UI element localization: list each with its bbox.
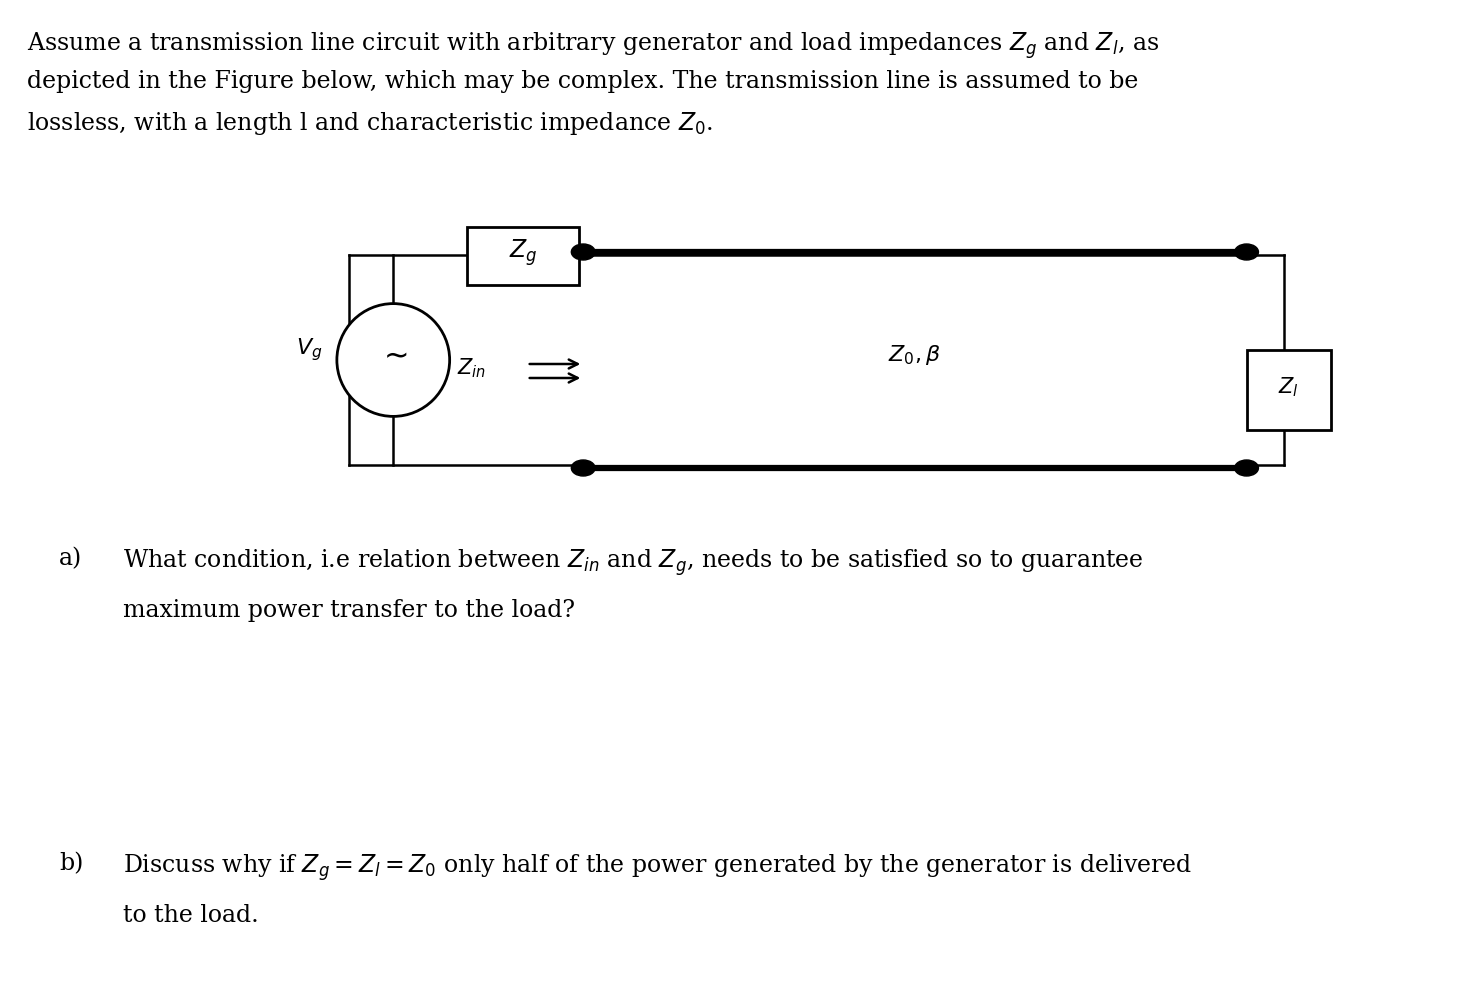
FancyBboxPatch shape [1247,350,1331,430]
Text: $V_g$: $V_g$ [295,337,322,363]
Text: $Z_g$: $Z_g$ [509,238,537,268]
Text: $Z_{in}$: $Z_{in}$ [457,356,487,380]
Text: $\sim$: $\sim$ [378,340,408,369]
Text: a): a) [59,547,83,570]
Text: maximum power transfer to the load?: maximum power transfer to the load? [123,599,576,622]
Text: What condition, i.e relation between $Z_{in}$ and $Z_g$, needs to be satisfied s: What condition, i.e relation between $Z_… [123,547,1144,578]
Circle shape [1235,244,1258,260]
Circle shape [1235,460,1258,476]
Circle shape [571,460,595,476]
Ellipse shape [337,304,450,416]
Text: $Z_l$: $Z_l$ [1279,375,1298,399]
Circle shape [571,244,595,260]
Text: lossless, with a length l and characteristic impedance $Z_0$.: lossless, with a length l and characteri… [27,110,712,137]
Text: Discuss why if $Z_g = Z_l = Z_0$ only half of the power generated by the generat: Discuss why if $Z_g = Z_l = Z_0$ only ha… [123,852,1193,883]
Text: $Z_0, \beta$: $Z_0, \beta$ [889,343,941,367]
Text: Assume a transmission line circuit with arbitrary generator and load impedances : Assume a transmission line circuit with … [27,30,1159,61]
FancyBboxPatch shape [467,227,579,285]
Text: depicted in the Figure below, which may be complex. The transmission line is ass: depicted in the Figure below, which may … [27,70,1138,93]
Text: b): b) [59,852,83,875]
Text: to the load.: to the load. [123,904,258,927]
